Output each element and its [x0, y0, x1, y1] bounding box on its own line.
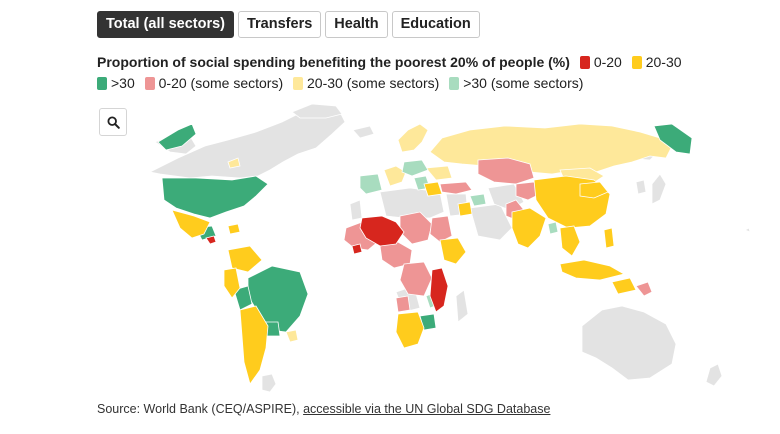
- tab-transfers[interactable]: Transfers: [237, 11, 322, 38]
- legend-label: 0-20 (some sectors): [158, 75, 284, 91]
- argentina-south[interactable]: [261, 373, 277, 393]
- canada[interactable]: [148, 107, 346, 179]
- north-africa-yellow[interactable]: [423, 181, 443, 197]
- scandinavia[interactable]: [397, 123, 429, 153]
- source-note: Source: World Bank (CEQ/ASPIRE), accessi…: [97, 402, 550, 416]
- legend-item-0-20[interactable]: 0-20: [579, 52, 622, 73]
- legend-item-20-30-some[interactable]: 20-30 (some sectors): [293, 73, 439, 94]
- sector-tabs: Total (all sectors) Transfers Health Edu…: [97, 11, 480, 38]
- pacific-island[interactable]: [744, 227, 751, 233]
- world-map: [148, 103, 751, 393]
- papua-yellow[interactable]: [611, 277, 637, 295]
- greenland[interactable]: [157, 123, 197, 151]
- tab-health[interactable]: Health: [325, 11, 388, 38]
- mozambique-malawi[interactable]: [429, 267, 449, 313]
- legend-label: >30 (some sectors): [463, 75, 584, 91]
- spain-portugal[interactable]: [359, 173, 383, 195]
- png-area[interactable]: [635, 281, 653, 297]
- iceland[interactable]: [352, 125, 375, 139]
- japan[interactable]: [651, 173, 667, 205]
- west-sahara[interactable]: [349, 199, 363, 221]
- india[interactable]: [511, 207, 547, 249]
- bangladesh[interactable]: [547, 221, 559, 235]
- sudan-region[interactable]: [429, 215, 453, 243]
- iraq[interactable]: [469, 193, 487, 207]
- greenland-south[interactable]: [227, 157, 241, 169]
- search-icon: [106, 115, 120, 129]
- legend-swatch: [631, 56, 642, 69]
- united-states[interactable]: [161, 175, 269, 219]
- west-africa-red[interactable]: [359, 215, 405, 247]
- colombia-venezuela[interactable]: [227, 245, 263, 273]
- southern-africa[interactable]: [395, 311, 425, 349]
- legend-item-30-plus-some[interactable]: >30 (some sectors): [449, 73, 583, 94]
- ecuador-peru[interactable]: [223, 267, 241, 299]
- australia[interactable]: [581, 305, 677, 381]
- red-regions: [205, 215, 449, 313]
- legend-swatch: [97, 77, 107, 90]
- central-america-red[interactable]: [205, 235, 217, 245]
- turkey[interactable]: [439, 181, 473, 195]
- legend-swatch: [293, 77, 304, 90]
- zoom-button[interactable]: [99, 108, 127, 136]
- source-prefix: Source: World Bank (CEQ/ASPIRE),: [97, 402, 304, 416]
- ukraine-region[interactable]: [425, 165, 453, 181]
- legend-swatch: [144, 77, 155, 90]
- legend-item-0-20-some[interactable]: 0-20 (some sectors): [144, 73, 284, 94]
- russia[interactable]: [429, 123, 673, 175]
- tab-education[interactable]: Education: [391, 11, 480, 38]
- southeast-asia[interactable]: [559, 225, 581, 257]
- legend-label: >30: [111, 75, 135, 91]
- legend-label: 20-30: [645, 54, 682, 70]
- caribbean[interactable]: [227, 223, 241, 235]
- pink-regions: [343, 157, 653, 313]
- legend-item-20-30[interactable]: 20-30: [631, 52, 682, 73]
- madagascar[interactable]: [455, 289, 469, 323]
- brazil[interactable]: [247, 265, 309, 333]
- yellow-regions: [171, 175, 637, 385]
- arctic-islands[interactable]: [291, 103, 343, 119]
- map-legend: Proportion of social spending benefiting…: [97, 52, 717, 94]
- tab-total[interactable]: Total (all sectors): [97, 11, 234, 38]
- green-regions: [157, 123, 693, 337]
- angola[interactable]: [395, 295, 411, 313]
- source-link[interactable]: accessible via the UN Global SDG Databas…: [303, 402, 551, 416]
- legend-swatch: [449, 77, 460, 90]
- central-asia-pink[interactable]: [515, 181, 541, 201]
- central-europe[interactable]: [401, 159, 429, 177]
- bolivia-peru[interactable]: [233, 285, 253, 311]
- alaska-east[interactable]: [653, 123, 693, 155]
- legend-label: 20-30 (some sectors): [307, 75, 440, 91]
- east-africa-yellow[interactable]: [439, 237, 467, 265]
- legend-title: Proportion of social spending benefiting…: [97, 54, 570, 70]
- chile-argentina[interactable]: [239, 305, 269, 385]
- west-europe[interactable]: [383, 165, 407, 187]
- legend-item-30-plus[interactable]: >30: [97, 73, 135, 94]
- legend-swatch: [579, 56, 590, 69]
- mongolia[interactable]: [579, 181, 609, 199]
- indonesia[interactable]: [559, 259, 626, 281]
- arabia-yellow[interactable]: [457, 201, 473, 217]
- new-zealand[interactable]: [705, 363, 723, 387]
- korea-north[interactable]: [635, 179, 647, 195]
- congo-drc[interactable]: [399, 261, 433, 297]
- uruguay-area[interactable]: [285, 329, 299, 343]
- guinea-red[interactable]: [351, 243, 363, 255]
- legend-label: 0-20: [593, 54, 622, 70]
- philippines[interactable]: [603, 227, 615, 249]
- kazakhstan[interactable]: [477, 157, 535, 185]
- mexico[interactable]: [171, 209, 211, 239]
- pale-green-regions: [359, 159, 559, 309]
